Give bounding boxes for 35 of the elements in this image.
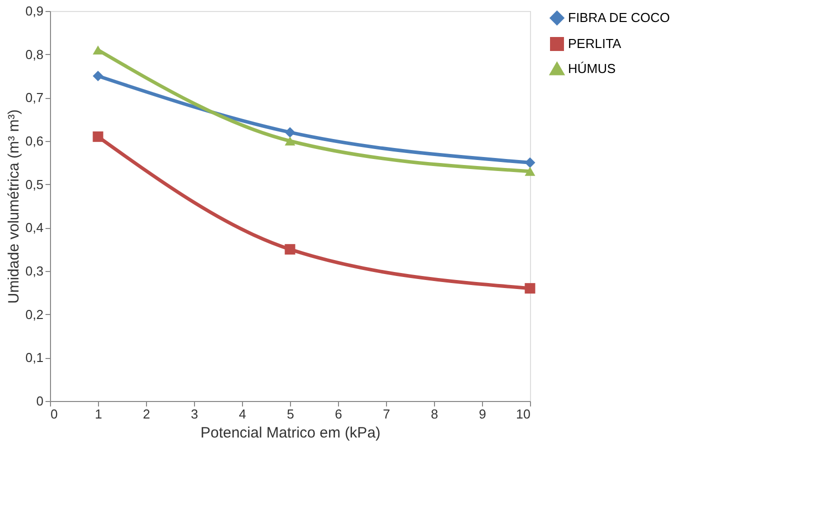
point (524, 283, 536, 294)
point (284, 127, 296, 138)
point (284, 136, 296, 146)
y-tick-label: 0 (36, 394, 44, 408)
y-tick-label: 0,9 (25, 4, 44, 18)
x-tick-label: 8 (430, 406, 438, 422)
y-axis-title: Umidade volumétrica (m³ m³) (5, 109, 22, 304)
y-tick-label: 0,3 (25, 264, 44, 278)
point (92, 131, 104, 142)
x-axis-title: Potencial Matrico em (kPa) (200, 424, 381, 442)
legend-label: PERLITA (568, 36, 622, 51)
x-tick-label: 3 (190, 406, 198, 422)
point (524, 157, 536, 168)
point (284, 244, 296, 255)
y-tick-label: 0,2 (25, 306, 44, 322)
y-tick-label: 0,1 (25, 350, 44, 366)
x-tick-label: 0 (50, 406, 58, 422)
x-tick-label: 2 (142, 406, 150, 422)
x-tick-label: 9 (478, 406, 486, 422)
x-tick-label: 5 (286, 406, 294, 422)
y-tick-label: 0,7 (25, 90, 44, 106)
x-tick-label: 1 (94, 406, 102, 422)
x-tick-label: 7 (382, 406, 390, 422)
y-tick-label: 0,5 (25, 176, 44, 192)
point (92, 45, 104, 55)
legend-label: HÚMUS (568, 61, 616, 76)
y-tick-label: 0,4 (25, 220, 44, 236)
x-tick-label: 10 (516, 406, 530, 422)
x-tick-label: 4 (238, 406, 246, 422)
y-tick-label: 0,8 (25, 46, 44, 62)
point (524, 166, 536, 176)
y-tick-label: 0,6 (25, 134, 44, 148)
point (92, 70, 104, 82)
legend-label: FIBRA DE COCO (568, 10, 670, 25)
x-tick-label: 6 (334, 406, 342, 422)
